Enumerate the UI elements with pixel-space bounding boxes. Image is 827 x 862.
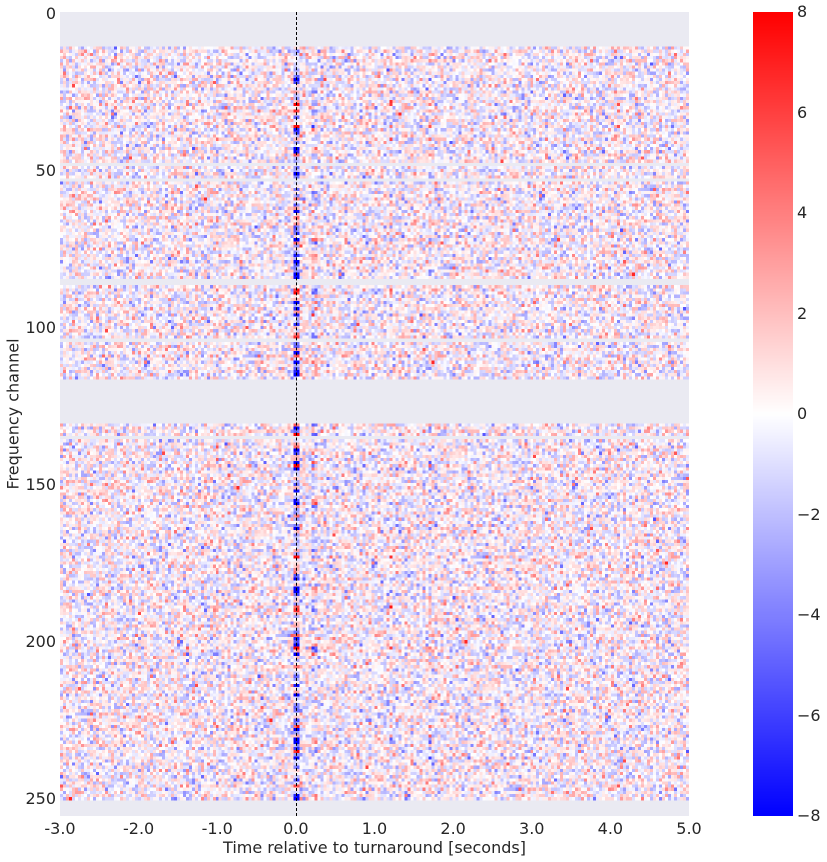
x-tick-label: 3.0 xyxy=(519,819,545,838)
colorbar-tick-label: 6 xyxy=(797,102,808,122)
x-tick-label: 4.0 xyxy=(597,819,624,838)
y-tick-label: 100 xyxy=(25,317,56,337)
y-tick-label: 200 xyxy=(25,631,56,651)
x-tick-label: 0.0 xyxy=(283,819,309,838)
y-tick-label: 150 xyxy=(25,474,56,494)
colorbar xyxy=(753,12,793,816)
y-tick-label: 250 xyxy=(25,788,56,808)
colorbar-tick-label: 8 xyxy=(797,2,808,21)
y-tick-label: 50 xyxy=(35,160,56,180)
x-axis-label: Time relative to turnaround [seconds] xyxy=(223,838,526,857)
heatmap-cells xyxy=(60,12,689,816)
colorbar-tick-label: −8 xyxy=(797,806,821,825)
x-tick-label: 2.0 xyxy=(440,819,466,838)
heatmap-plot-area xyxy=(60,12,689,816)
x-tick-label: -3.0 xyxy=(44,819,76,838)
colorbar-tick-label: 2 xyxy=(797,303,808,323)
y-tick-label: 0 xyxy=(45,3,56,23)
colorbar-tick-label: −4 xyxy=(797,605,821,624)
x-tick-label: -2.0 xyxy=(123,819,155,838)
colorbar-tick-label: −6 xyxy=(797,705,821,725)
x-tick-label: -1.0 xyxy=(201,819,233,838)
x-tick-label: 5.0 xyxy=(676,819,702,838)
y-axis-label: Frequency channel xyxy=(3,338,23,490)
x-tick-label: 1.0 xyxy=(361,819,388,838)
colorbar-tick-label: −2 xyxy=(797,504,821,524)
colorbar-tick-label: 4 xyxy=(797,203,808,222)
colorbar-tick-label: 0 xyxy=(797,404,808,423)
turnaround-reference-line xyxy=(295,12,297,816)
